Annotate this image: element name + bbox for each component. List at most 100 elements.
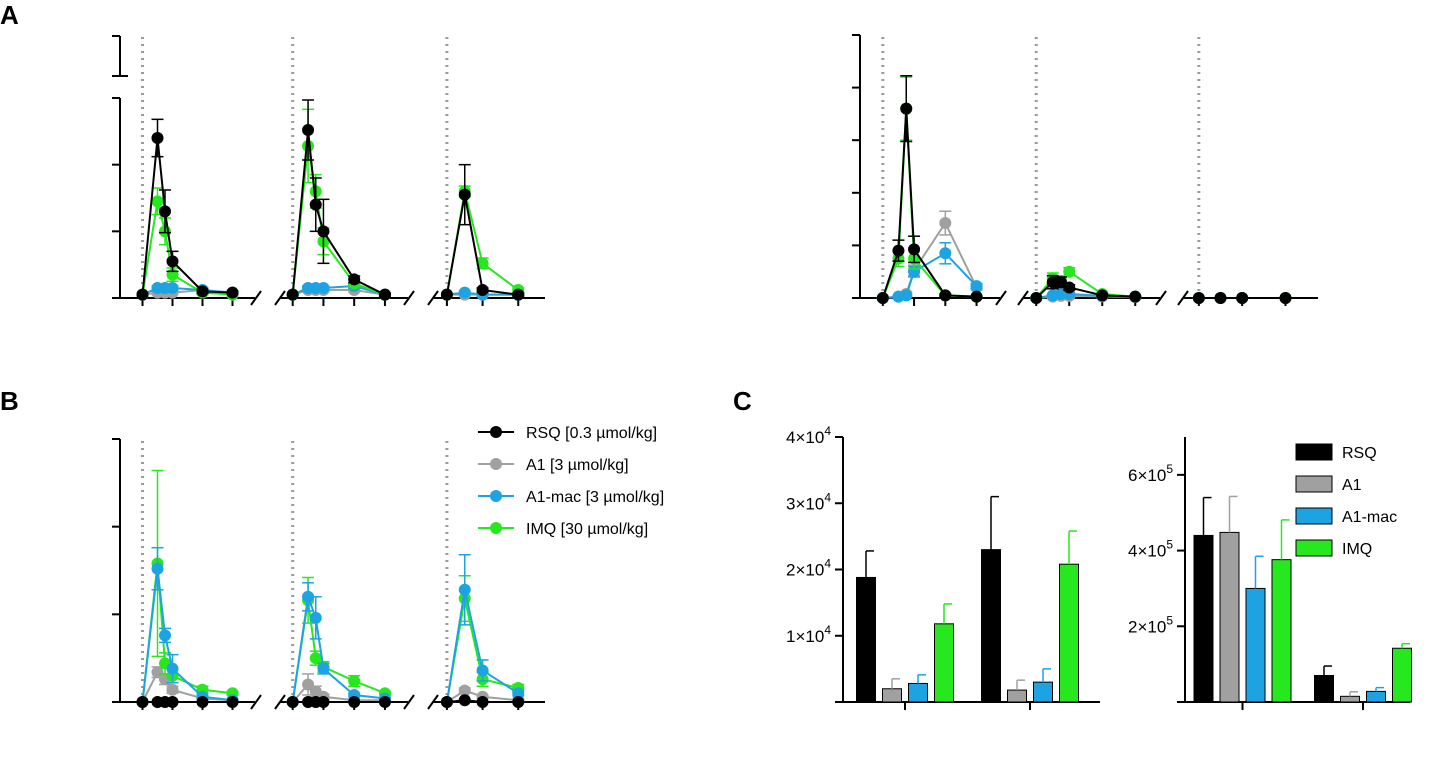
data-point [476, 284, 489, 296]
data-point [458, 286, 471, 299]
y-tick-exponent: 5 [1166, 613, 1173, 627]
data-point [196, 285, 209, 298]
data-point [166, 282, 179, 294]
series-a1-mac [136, 546, 525, 708]
data-point [309, 611, 322, 624]
bar-a1 [882, 688, 902, 703]
x-axis-break-mark [250, 694, 262, 710]
series-rsq [136, 99, 525, 301]
data-point [1096, 289, 1109, 302]
legend-label: A1 [3 µmol/kg] [526, 457, 629, 474]
bar-a1 [1219, 531, 1240, 703]
y-tick-label: 3×104 [786, 490, 831, 513]
bar-rsq [981, 549, 1001, 703]
series-line [141, 568, 233, 703]
y-tick-exponent: 5 [1166, 538, 1173, 552]
series-imq [876, 76, 1292, 304]
bar-a1 [1007, 689, 1027, 703]
data-point [939, 217, 952, 230]
data-point [317, 662, 330, 675]
data-point [939, 289, 952, 302]
y-tick-exponent: 5 [1166, 462, 1173, 476]
data-point [908, 243, 921, 256]
bar-rsq [1314, 675, 1334, 703]
legend-marker [490, 522, 502, 534]
bar-imq [934, 623, 954, 703]
data-point [1046, 276, 1059, 289]
data-point [1279, 292, 1292, 304]
data-point [378, 288, 391, 301]
data-point [196, 696, 209, 708]
bar-imq [1392, 647, 1412, 703]
legend-label: RSQ [0.3 µmol/kg] [526, 425, 657, 442]
data-point [476, 664, 489, 677]
data-point [151, 195, 164, 208]
data-point [348, 273, 361, 286]
data-point [512, 288, 525, 301]
data-point [159, 629, 171, 642]
tnf-time-chart [112, 35, 545, 306]
series-line [445, 589, 519, 703]
plasma-time-chart [112, 438, 545, 710]
bar-imq [1059, 563, 1079, 703]
y-tick-exponent: 4 [824, 623, 831, 637]
bar-rsq [1193, 534, 1214, 703]
bar-a1-mac [908, 682, 928, 703]
legend-marker [490, 458, 502, 470]
data-point [226, 696, 239, 708]
y-tick-mantissa: 2×10 [786, 561, 824, 580]
data-point [440, 288, 453, 301]
data-point [458, 583, 471, 596]
y-tick-label: 4×104 [786, 424, 831, 447]
series-line [445, 191, 519, 295]
legend-swatch [1295, 507, 1333, 525]
x-axis-break-mark [403, 694, 415, 710]
y-tick-exponent: 4 [824, 424, 831, 438]
data-point [892, 244, 905, 257]
y-tick-label: 2×104 [786, 557, 831, 580]
data-point [1063, 265, 1076, 278]
data-point [166, 683, 179, 696]
legend-label: IMQ [1342, 541, 1372, 558]
data-point [1055, 288, 1067, 301]
y-tick-mantissa: 6×10 [1128, 466, 1166, 485]
series-line [881, 108, 977, 299]
x-axis-break-mark [995, 290, 1007, 306]
data-point [317, 696, 330, 708]
series-line [445, 194, 519, 296]
y-tick-mantissa: 3×10 [786, 494, 824, 513]
data-point [317, 225, 330, 238]
data-point [151, 132, 164, 144]
data-point [348, 696, 361, 708]
data-point [309, 198, 322, 211]
data-point [302, 124, 315, 136]
series-line [446, 291, 519, 296]
data-point [1192, 292, 1205, 304]
data-point [136, 696, 149, 708]
data-point [1129, 290, 1142, 303]
legend-swatch [1295, 539, 1333, 557]
y-tick-label: 2×105 [1128, 613, 1173, 636]
legend-label: IMQ [30 µmol/kg] [526, 521, 648, 538]
data-point [348, 674, 361, 687]
y-tick-exponent: 4 [824, 557, 831, 571]
data-point [166, 255, 179, 268]
legend-label: RSQ [1342, 445, 1377, 462]
data-point [476, 696, 489, 708]
series-line [446, 689, 519, 703]
series-line [446, 699, 519, 703]
legend-label: A1 [1342, 477, 1362, 494]
data-point [458, 694, 471, 707]
data-point [458, 684, 471, 697]
data-point [136, 288, 149, 301]
y-tick-label: 6×105 [1128, 462, 1173, 485]
bar-a1-mac [1033, 681, 1053, 703]
y-tick-label: 4×105 [1128, 538, 1173, 561]
data-point [302, 678, 315, 691]
x-axis-break-mark [1155, 290, 1167, 306]
data-point [378, 696, 391, 708]
legend-label: A1-mac [1342, 509, 1397, 526]
ifn-time-chart [852, 34, 1318, 306]
